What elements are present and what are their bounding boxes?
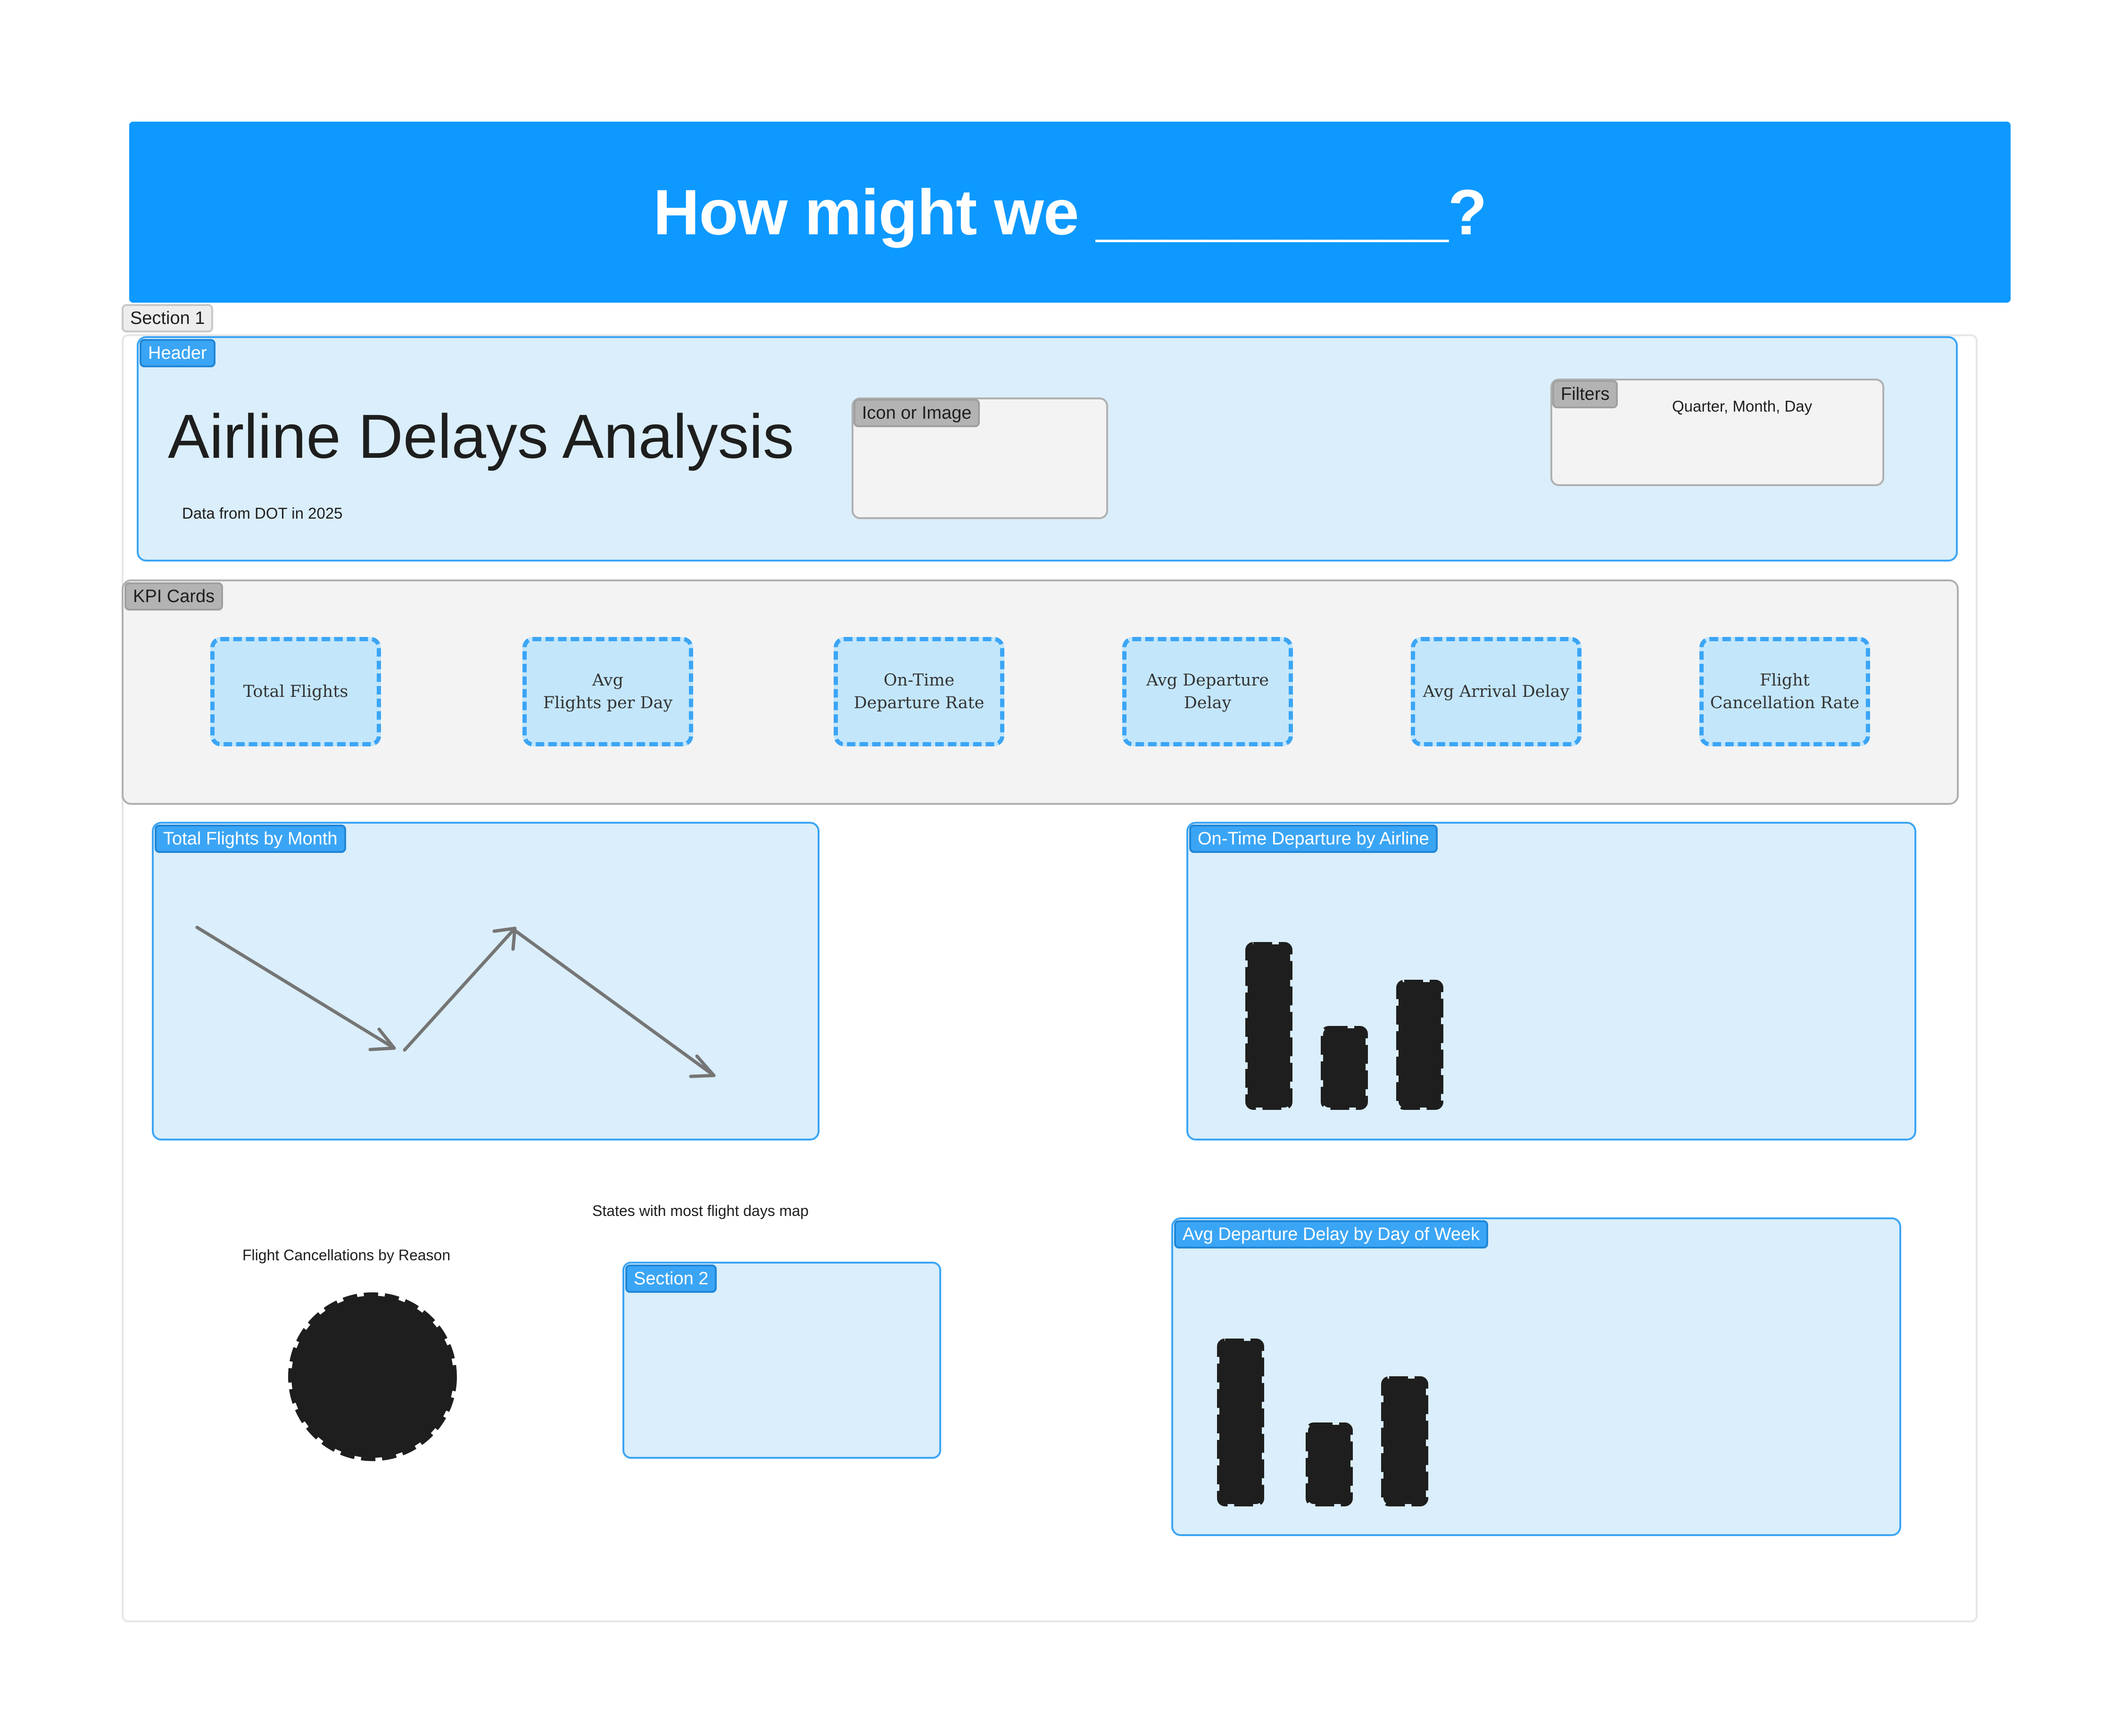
cancellations-pie	[288, 1292, 457, 1461]
kpi-card-total-flights[interactable]: Total Flights	[210, 637, 381, 746]
ontime-bars-sketch	[1245, 942, 1443, 1110]
states-map-label: States with most flight days map	[592, 1202, 809, 1219]
delay-bar-1	[1217, 1339, 1264, 1506]
flights-by-month-label[interactable]: Total Flights by Month	[155, 825, 346, 853]
kpi-panel[interactable]	[122, 579, 1959, 805]
delay-bars-sketch	[1217, 1339, 1428, 1506]
trend-arrow-3	[514, 929, 716, 1077]
filters-value: Quarter, Month, Day	[1672, 397, 1813, 415]
section-2-panel[interactable]	[622, 1262, 941, 1459]
trend-arrows-sketch	[195, 926, 716, 1078]
banner-title: How might we __________?	[653, 176, 1487, 248]
kpi-card-on-time-departure-rate[interactable]: On-Time Departure Rate	[834, 637, 1004, 746]
kpi-label[interactable]: KPI Cards	[124, 582, 224, 611]
kpi-card-flight-cancellation-rate[interactable]: Flight Cancellation Rate	[1699, 637, 1870, 746]
ontime-by-airline-label[interactable]: On-Time Departure by Airline	[1189, 825, 1438, 853]
trend-arrowhead-2	[492, 926, 517, 951]
delay-by-dow-panel[interactable]	[1171, 1217, 1901, 1536]
flights-by-month-panel[interactable]	[152, 822, 820, 1141]
header-label[interactable]: Header	[140, 339, 215, 367]
filters-label[interactable]: Filters	[1552, 380, 1618, 408]
trend-arrowhead-1	[368, 1027, 396, 1051]
banner: How might we __________?	[129, 122, 2011, 303]
ontime-bar-3	[1396, 980, 1443, 1110]
ontime-by-airline-panel[interactable]	[1186, 822, 1916, 1141]
delay-bar-2	[1306, 1422, 1353, 1506]
cancellations-by-reason-label: Flight Cancellations by Reason	[242, 1247, 451, 1264]
kpi-card-avg-arrival-delay[interactable]: Avg Arrival Delay	[1411, 637, 1582, 746]
cancellations-pie-sketch	[288, 1292, 457, 1461]
dashboard-title: Airline Delays Analysis	[168, 402, 794, 471]
trend-arrowhead-3	[689, 1054, 716, 1078]
icon-image-label[interactable]: Icon or Image	[853, 399, 980, 427]
kpi-card-avg-flights-per-day[interactable]: Avg Flights per Day	[522, 637, 693, 746]
delay-by-dow-label[interactable]: Avg Departure Delay by Day of Week	[1174, 1220, 1489, 1248]
section-1-label[interactable]: Section 1	[122, 304, 214, 332]
section-2-label[interactable]: Section 2	[625, 1265, 717, 1293]
ontime-bar-1	[1245, 942, 1292, 1110]
dashboard-subtitle: Data from DOT in 2025	[182, 504, 343, 522]
kpi-card-avg-departure-delay[interactable]: Avg Departure Delay	[1122, 637, 1293, 746]
delay-bar-3	[1381, 1376, 1428, 1506]
trend-arrow-2	[403, 926, 517, 1052]
trend-arrow-1	[195, 926, 396, 1050]
ontime-bar-2	[1321, 1026, 1368, 1110]
